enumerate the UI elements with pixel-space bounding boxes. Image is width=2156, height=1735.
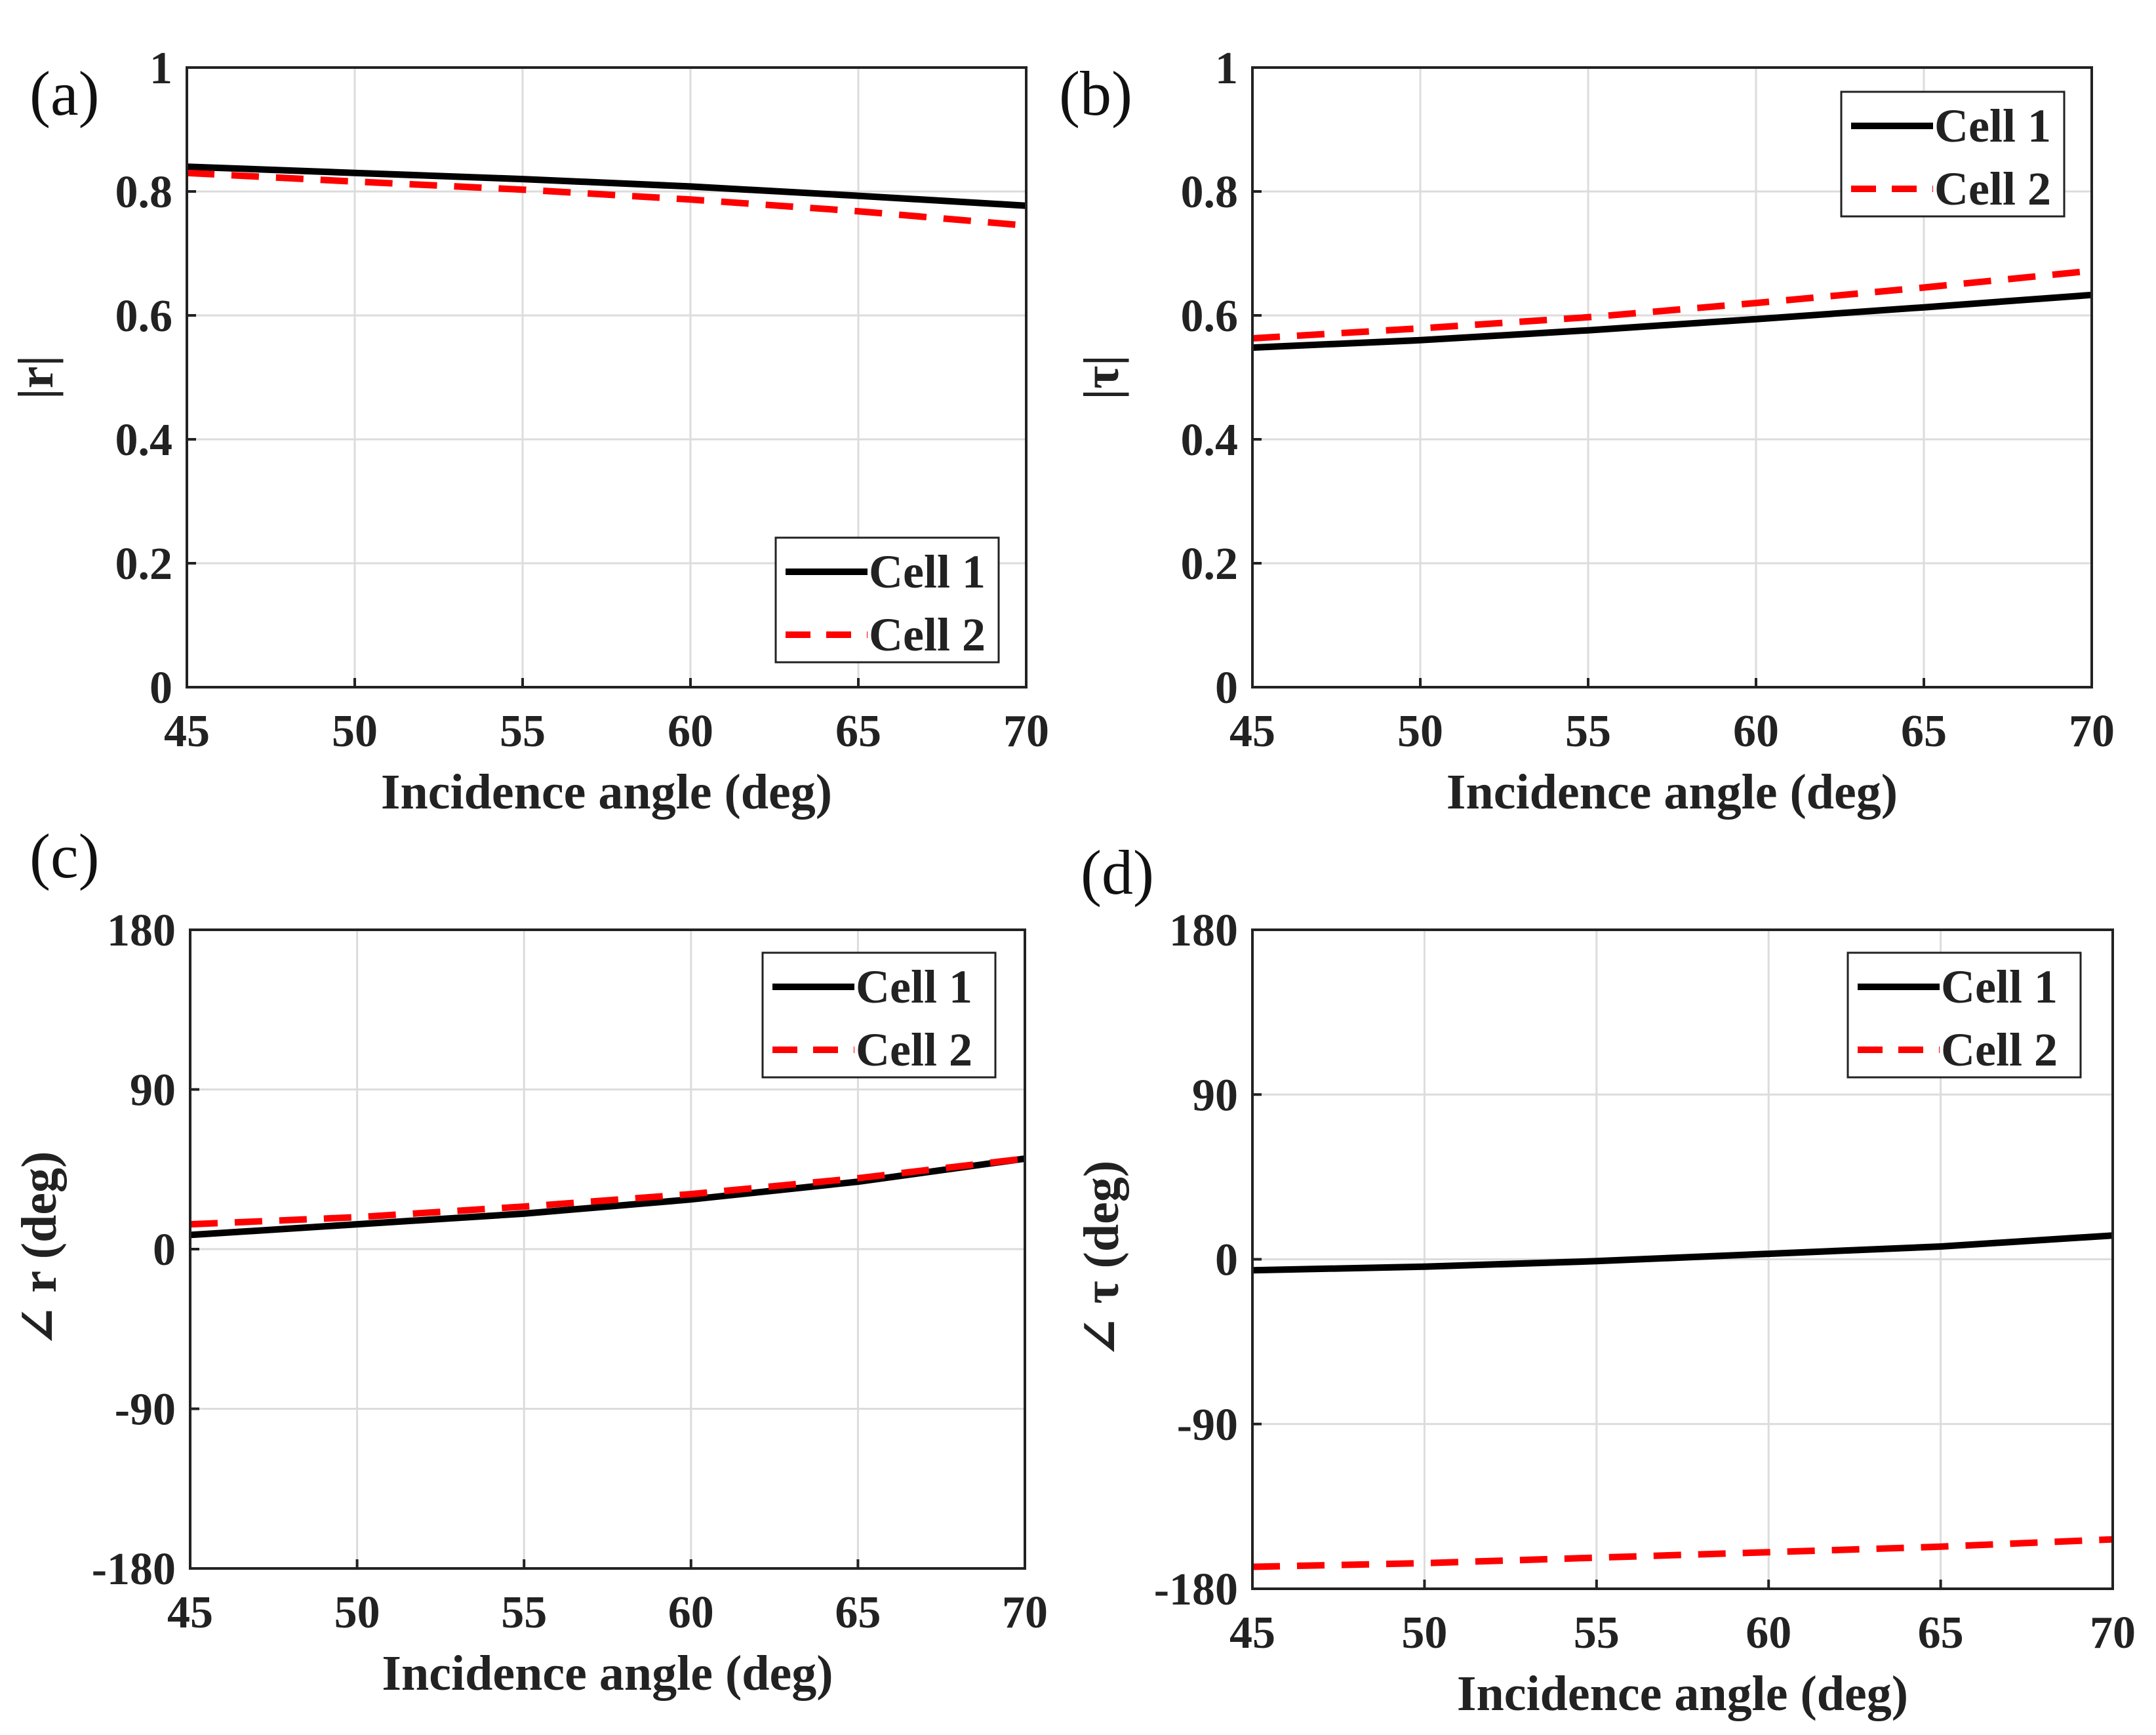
panel-a: (a) 45 50 55 60 65 70 0 0.2 0.4 0.6 0.8 1 Incidence a… xyxy=(9,43,1049,820)
x-tick-label-d: 60 xyxy=(1746,1608,1791,1658)
legend-label-a-cell-2: Cell 2 xyxy=(869,608,986,661)
x-tick-label-d: 70 xyxy=(2090,1608,2136,1658)
series-line-a-cell-1 xyxy=(186,163,1027,209)
y-tick-label-b: 0.2 xyxy=(1181,539,1239,589)
series-line-b-cell-1 xyxy=(1252,291,2092,351)
series-line-c-cell-2 xyxy=(190,1155,1026,1228)
legend-label-d-cell-1: Cell 1 xyxy=(1941,961,2058,1013)
x-tick-label-d: 55 xyxy=(1574,1608,1620,1658)
y-axis-label-c: ∠ r (deg) xyxy=(12,1151,67,1347)
x-tick-label-b: 60 xyxy=(1733,706,1779,757)
x-tick-label-c: 55 xyxy=(501,1587,547,1638)
y-tick-label-c: -180 xyxy=(92,1544,176,1595)
x-axis-label-c: Incidence angle (deg) xyxy=(382,1646,833,1701)
y-tick-label-a: 0.4 xyxy=(115,415,173,466)
x-tick-label-a: 70 xyxy=(1003,706,1049,757)
x-tick-label-c: 50 xyxy=(334,1587,380,1638)
x-axis-label-b: Incidence angle (deg) xyxy=(1447,765,1898,820)
x-tick-label-b: 45 xyxy=(1229,706,1275,757)
x-tick-label-b: 65 xyxy=(1901,706,1947,757)
x-axis-label-d: Incidence angle (deg) xyxy=(1457,1666,1908,1721)
panel-b: (b) 45 50 55 60 65 70 0 0.2 0.4 0.6 0.8 1 Incidence a… xyxy=(1059,43,2115,820)
x-tick-label-a: 55 xyxy=(500,706,546,757)
y-tick-label-a: 1 xyxy=(150,43,172,94)
legend-label-b-cell-1: Cell 1 xyxy=(1934,100,2051,152)
legend-label-a-cell-1: Cell 1 xyxy=(869,546,986,598)
series-line-d-cell-2 xyxy=(1252,1536,2113,1570)
legend-box-d xyxy=(1847,951,2082,1079)
y-tick-label-c: 180 xyxy=(107,906,176,956)
y-axis-label-d: ∠ τ (deg) xyxy=(1074,1161,1129,1358)
y-axis-label-a: |r| xyxy=(9,355,64,399)
axes-frame-c xyxy=(189,928,1026,1570)
panel-c: (c) 45 50 55 60 65 70 -180 -90 0 90 180 Incidence an… xyxy=(12,821,1048,1701)
panel-label-a: (a) xyxy=(30,58,100,129)
y-tick-label-a: 0.6 xyxy=(115,291,173,342)
x-axis-label-a: Incidence angle (deg) xyxy=(381,765,832,820)
x-tick-label-b: 55 xyxy=(1565,706,1611,757)
series-line-c-cell-1 xyxy=(190,1155,1026,1239)
y-tick-label-d: 90 xyxy=(1192,1070,1238,1121)
legend-box-a xyxy=(774,536,1000,664)
x-tick-label-d: 65 xyxy=(1918,1608,1964,1658)
x-tick-label-c: 60 xyxy=(668,1587,714,1638)
panel-label-c: (c) xyxy=(30,821,100,891)
y-tick-label-c: 90 xyxy=(130,1066,176,1116)
legend-d: Cell 1 Cell 2 xyxy=(1847,951,2082,1079)
axes-frame-b xyxy=(1251,66,2093,688)
legend-box-b xyxy=(1840,90,2066,218)
y-tick-label-c: 0 xyxy=(153,1225,176,1275)
legend-box-c xyxy=(761,951,997,1079)
y-tick-label-b: 0.6 xyxy=(1181,291,1239,342)
x-tick-label-c: 65 xyxy=(835,1587,881,1638)
series-line-a-cell-2 xyxy=(186,169,1027,229)
x-tick-label-a: 60 xyxy=(668,706,713,757)
y-tick-label-b: 0 xyxy=(1215,663,1238,713)
y-tick-label-d: -180 xyxy=(1154,1565,1238,1615)
y-tick-label-b: 1 xyxy=(1215,43,1238,94)
panel-label-b: (b) xyxy=(1059,58,1132,129)
y-tick-label-a: 0 xyxy=(150,663,172,713)
x-tick-label-d: 50 xyxy=(1401,1608,1447,1658)
legend-label-c-cell-1: Cell 1 xyxy=(856,961,972,1013)
series-line-b-cell-2 xyxy=(1252,268,2092,342)
panel-d: (d) 45 50 55 60 65 70 -180 -90 0 90 180 Incidence an… xyxy=(1074,837,2136,1721)
axes-frame-d xyxy=(1251,928,2114,1590)
y-tick-label-b: 0.4 xyxy=(1181,415,1239,466)
series-line-d-cell-1 xyxy=(1252,1232,2113,1274)
y-tick-label-a: 0.8 xyxy=(115,167,173,218)
x-tick-label-a: 50 xyxy=(332,706,378,757)
legend-b: Cell 1 Cell 2 xyxy=(1840,90,2066,218)
y-axis-label-b: |τ| xyxy=(1074,355,1129,400)
legend-label-b-cell-2: Cell 2 xyxy=(1934,163,2051,215)
y-tick-label-d: 180 xyxy=(1169,906,1238,956)
y-tick-label-d: -90 xyxy=(1177,1400,1238,1450)
x-tick-label-a: 65 xyxy=(835,706,881,757)
x-tick-label-b: 50 xyxy=(1397,706,1443,757)
legend-c: Cell 1 Cell 2 xyxy=(761,951,997,1079)
x-tick-label-d: 45 xyxy=(1229,1608,1275,1658)
legend-label-c-cell-2: Cell 2 xyxy=(856,1024,972,1076)
x-tick-label-b: 70 xyxy=(2069,706,2115,757)
y-tick-label-a: 0.2 xyxy=(115,539,173,589)
legend-label-d-cell-2: Cell 2 xyxy=(1941,1024,2058,1076)
x-tick-label-c: 45 xyxy=(167,1587,213,1638)
axes-frame-a xyxy=(186,66,1028,688)
panel-label-d: (d) xyxy=(1081,837,1154,907)
y-tick-label-c: -90 xyxy=(115,1385,176,1435)
y-tick-label-d: 0 xyxy=(1215,1235,1238,1286)
y-tick-label-b: 0.8 xyxy=(1181,167,1239,218)
x-tick-label-c: 70 xyxy=(1002,1587,1048,1638)
legend-a: Cell 1 Cell 2 xyxy=(774,536,1000,664)
x-tick-label-a: 45 xyxy=(164,706,210,757)
